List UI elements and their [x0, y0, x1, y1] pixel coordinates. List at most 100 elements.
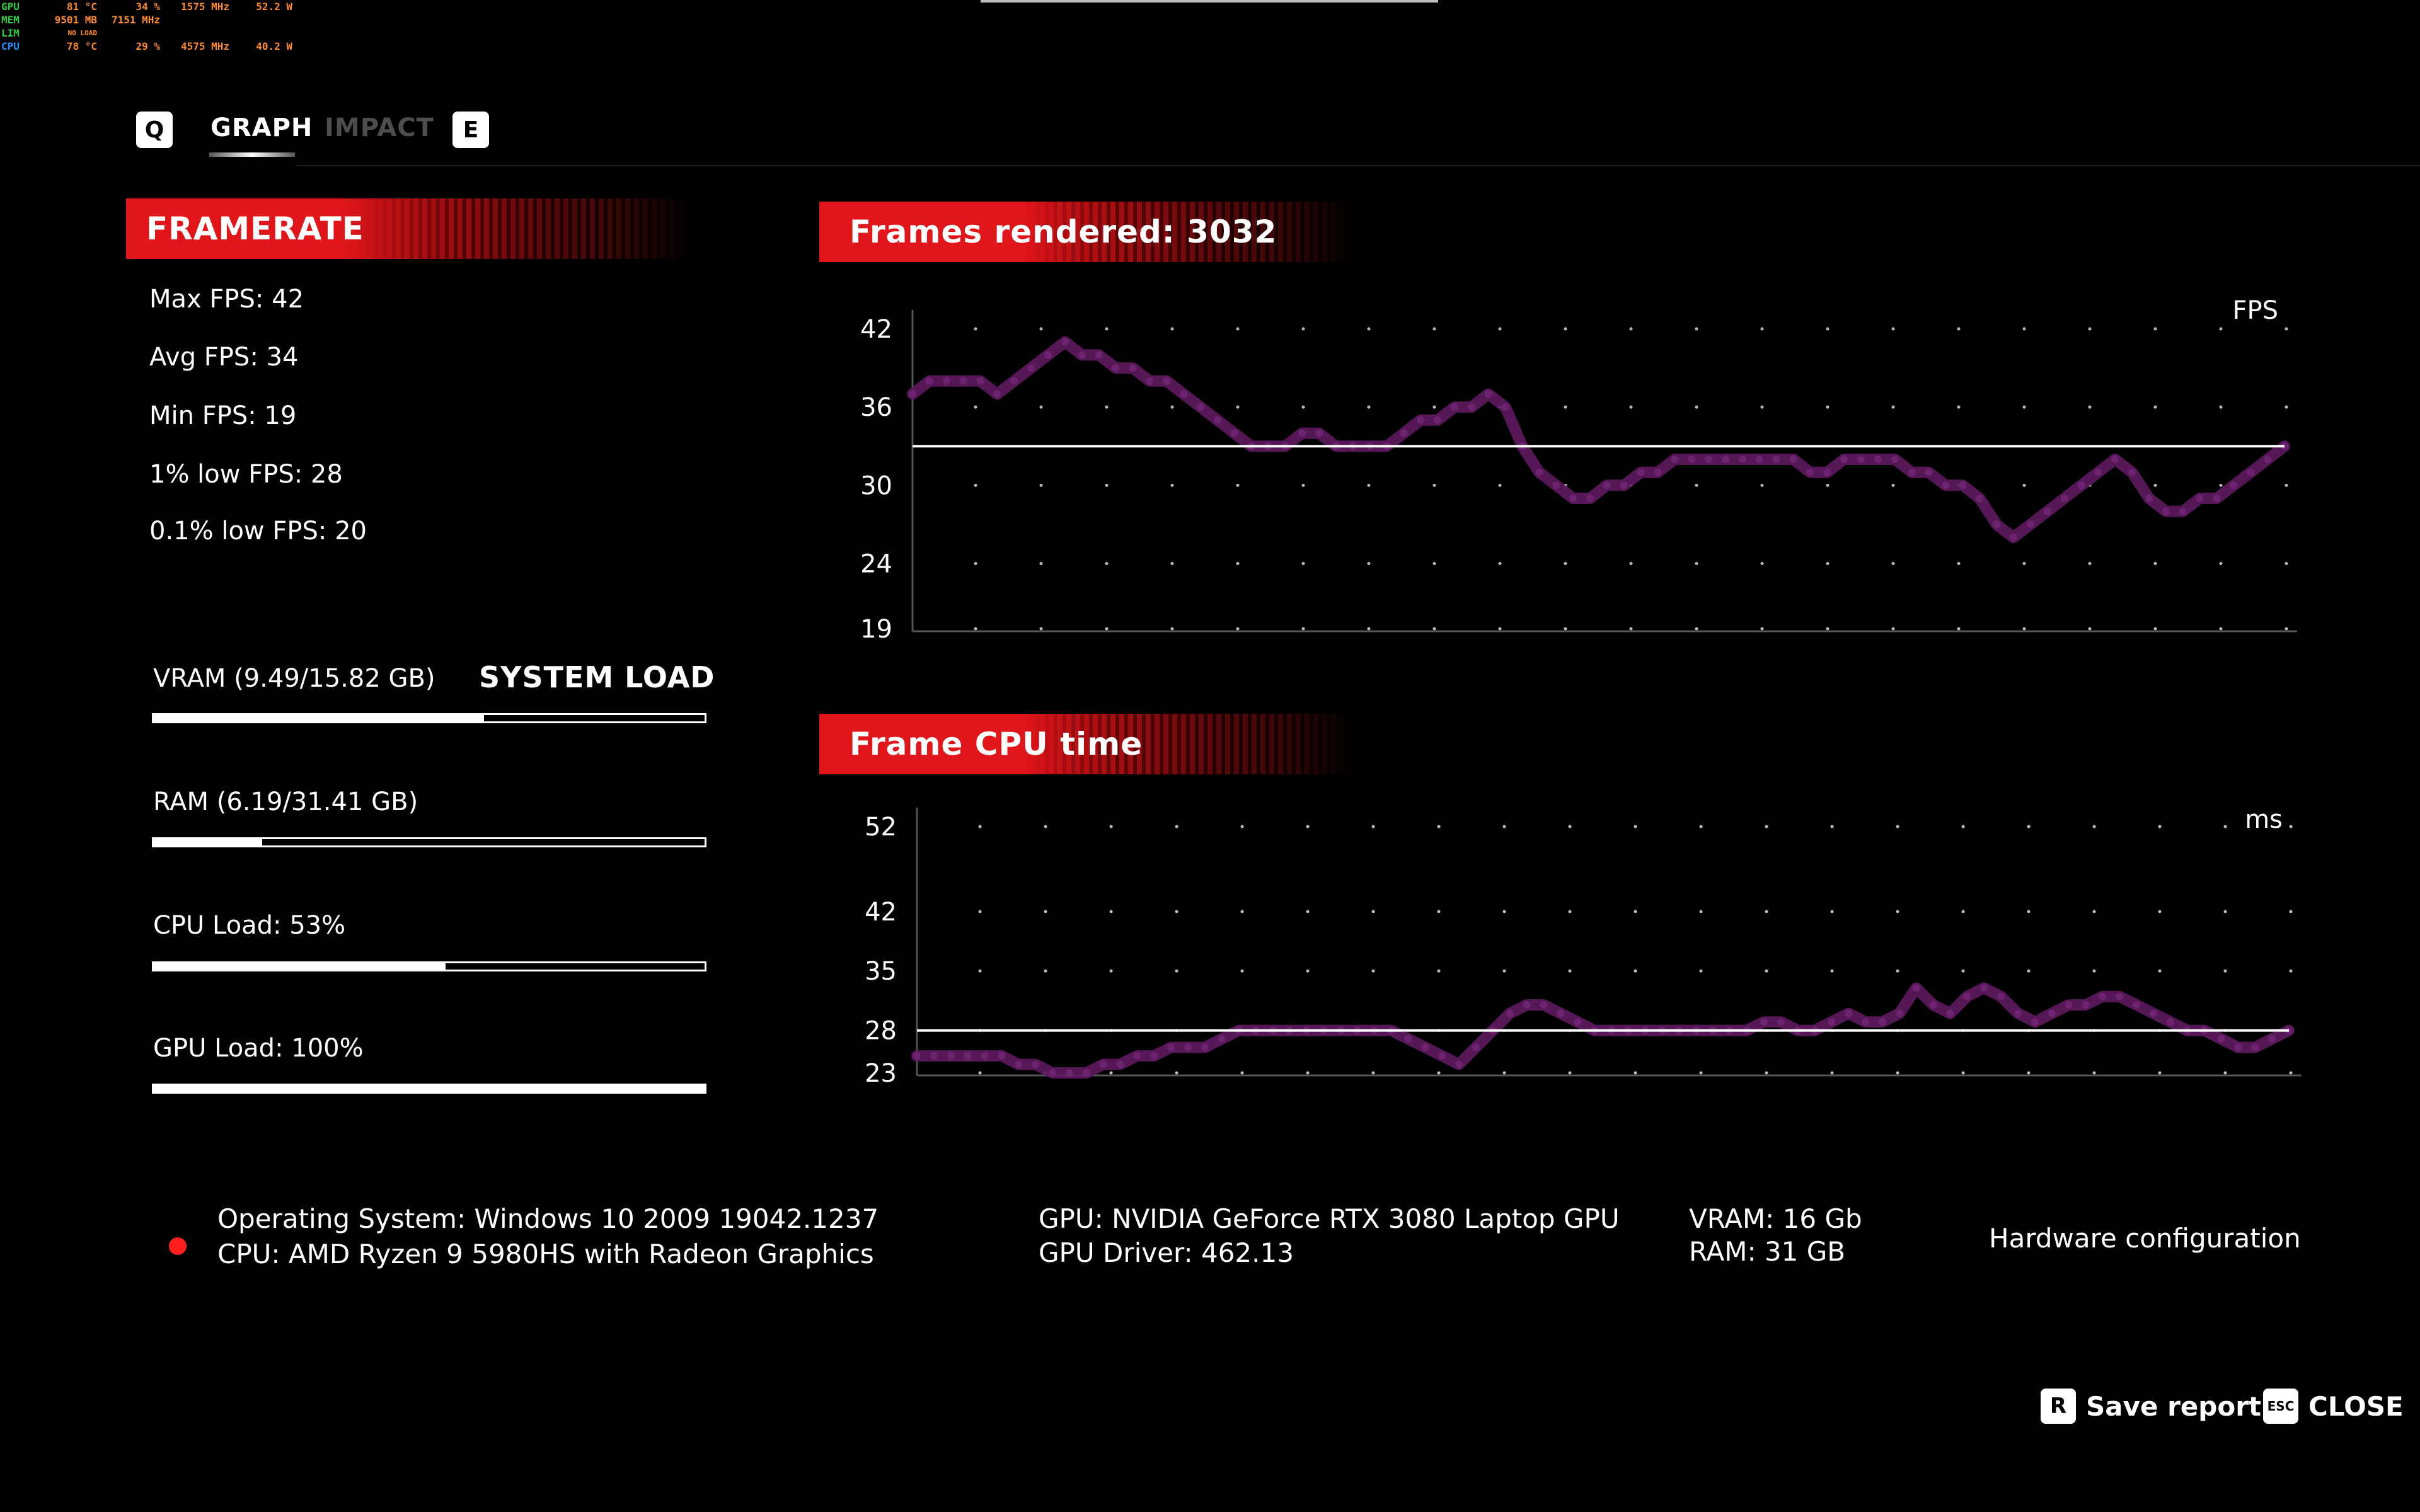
y-tick-label: 28: [865, 1017, 897, 1046]
data-point: [1878, 1018, 1886, 1026]
grid-dot: [1437, 825, 1441, 828]
grid-dot: [1502, 910, 1506, 914]
grid-dot: [2219, 483, 2223, 487]
grid-dot: [2158, 910, 2162, 914]
data-point: [1997, 992, 2005, 1000]
grid-dot: [2027, 1071, 2031, 1075]
stat-1pct-low: 1% low FPS: 28: [149, 460, 343, 489]
osd-value: 29 %: [135, 40, 160, 52]
grid-dot: [1175, 825, 1178, 828]
banner-texture: [1027, 202, 1355, 262]
grid-dot: [2285, 405, 2288, 409]
data-point: [1163, 377, 1171, 385]
grid-dot: [1170, 405, 1174, 409]
data-point: [2251, 1043, 2259, 1051]
osd-value: 78 °C: [66, 40, 97, 52]
grid-dot: [974, 405, 977, 409]
data-point: [1501, 403, 1509, 411]
data-point: [2082, 1001, 2090, 1009]
data-point: [1218, 1035, 1226, 1043]
grid-dot: [1240, 910, 1244, 914]
grid-dot: [2289, 825, 2293, 828]
data-point: [2094, 468, 2102, 476]
data-point: [930, 1052, 938, 1060]
grid-dot: [1109, 910, 1113, 914]
y-tick-label: 42: [860, 315, 892, 344]
data-point: [1823, 468, 1831, 476]
data-point: [942, 377, 950, 385]
grid-dot: [1760, 405, 1764, 409]
grid-dot: [1306, 825, 1310, 828]
grid-dot: [1830, 825, 1834, 828]
data-point: [1857, 455, 1865, 463]
tab-impact[interactable]: IMPACT: [325, 113, 434, 142]
data-point: [1908, 468, 1916, 476]
data-point: [1980, 984, 1988, 992]
grid-dot: [2153, 627, 2157, 631]
grid-dot: [2285, 327, 2288, 331]
data-point: [909, 390, 916, 398]
osd-value: 52.2 W: [256, 1, 292, 13]
data-point: [1828, 1018, 1836, 1026]
framerate-title: FRAMERATE: [146, 210, 364, 247]
grid-dot: [1371, 825, 1375, 828]
active-tab-indicator: [209, 152, 295, 157]
data-point: [2128, 468, 2136, 476]
close-label: CLOSE: [2308, 1390, 2404, 1422]
stat-avg-fps: Avg FPS: 34: [149, 343, 299, 372]
grid-dot: [2285, 483, 2288, 487]
grid-dot: [2223, 910, 2227, 914]
grid-dot: [1891, 327, 1895, 331]
grid-dot: [2088, 327, 2092, 331]
grid-dot: [1367, 327, 1371, 331]
data-point: [2031, 1018, 2039, 1026]
data-point: [1925, 468, 1933, 476]
grid-dot: [2223, 1071, 2227, 1075]
data-point: [964, 1052, 972, 1060]
data-point: [1840, 455, 1848, 463]
data-point: [1032, 1060, 1040, 1068]
data-point: [2179, 507, 2187, 515]
next-tab-key[interactable]: E: [452, 112, 489, 148]
gpu-load-bar-fill: [154, 1085, 705, 1092]
data-point: [1688, 455, 1696, 463]
grid-dot: [2027, 910, 2031, 914]
prev-tab-key[interactable]: Q: [136, 112, 173, 148]
grid-dot: [1695, 405, 1698, 409]
y-tick-label: 30: [860, 471, 892, 500]
grid-dot: [1896, 825, 1899, 828]
grid-dot: [1961, 825, 1965, 828]
data-point: [1196, 403, 1204, 411]
grid-dot: [1634, 969, 1637, 973]
grid-dot: [1170, 627, 1174, 631]
save-report-button[interactable]: R Save report: [2041, 1389, 2261, 1424]
grid-dot: [1896, 910, 1899, 914]
grid-dot: [1695, 562, 1698, 566]
grid-dot: [1564, 562, 1567, 566]
osd-label: LIM: [1, 27, 20, 39]
data-point: [1722, 455, 1730, 463]
grid-dot: [1695, 327, 1698, 331]
close-button[interactable]: ESC CLOSE: [2263, 1389, 2404, 1424]
data-point: [1230, 429, 1238, 437]
performance-osd: GPU 81 °C 34 % 1575 MHz 52.2 W MEM 9501 …: [1, 0, 292, 53]
grid-dot: [1039, 627, 1043, 631]
data-point: [1434, 416, 1442, 424]
data-point: [2133, 1001, 2141, 1009]
grid-dot: [1044, 969, 1047, 973]
grid-dot: [1896, 1071, 1899, 1075]
tab-graph[interactable]: GRAPH: [210, 113, 313, 142]
osd-value: 9501 MB: [54, 14, 97, 26]
data-point: [2014, 1009, 2022, 1017]
grid-dot: [978, 969, 982, 973]
grid-dot: [2158, 825, 2162, 828]
grid-dot: [1170, 562, 1174, 566]
hardware-config-label: Hardware configuration: [1989, 1223, 2301, 1254]
osd-value: 4575 MHz: [180, 40, 229, 52]
frames-rendered-header: Frames rendered: 3032: [819, 202, 1355, 262]
grid-dot: [1564, 327, 1567, 331]
data-point: [1400, 429, 1408, 437]
data-point: [1455, 1060, 1463, 1068]
data-point: [2060, 495, 2068, 503]
data-point: [1184, 1043, 1192, 1051]
